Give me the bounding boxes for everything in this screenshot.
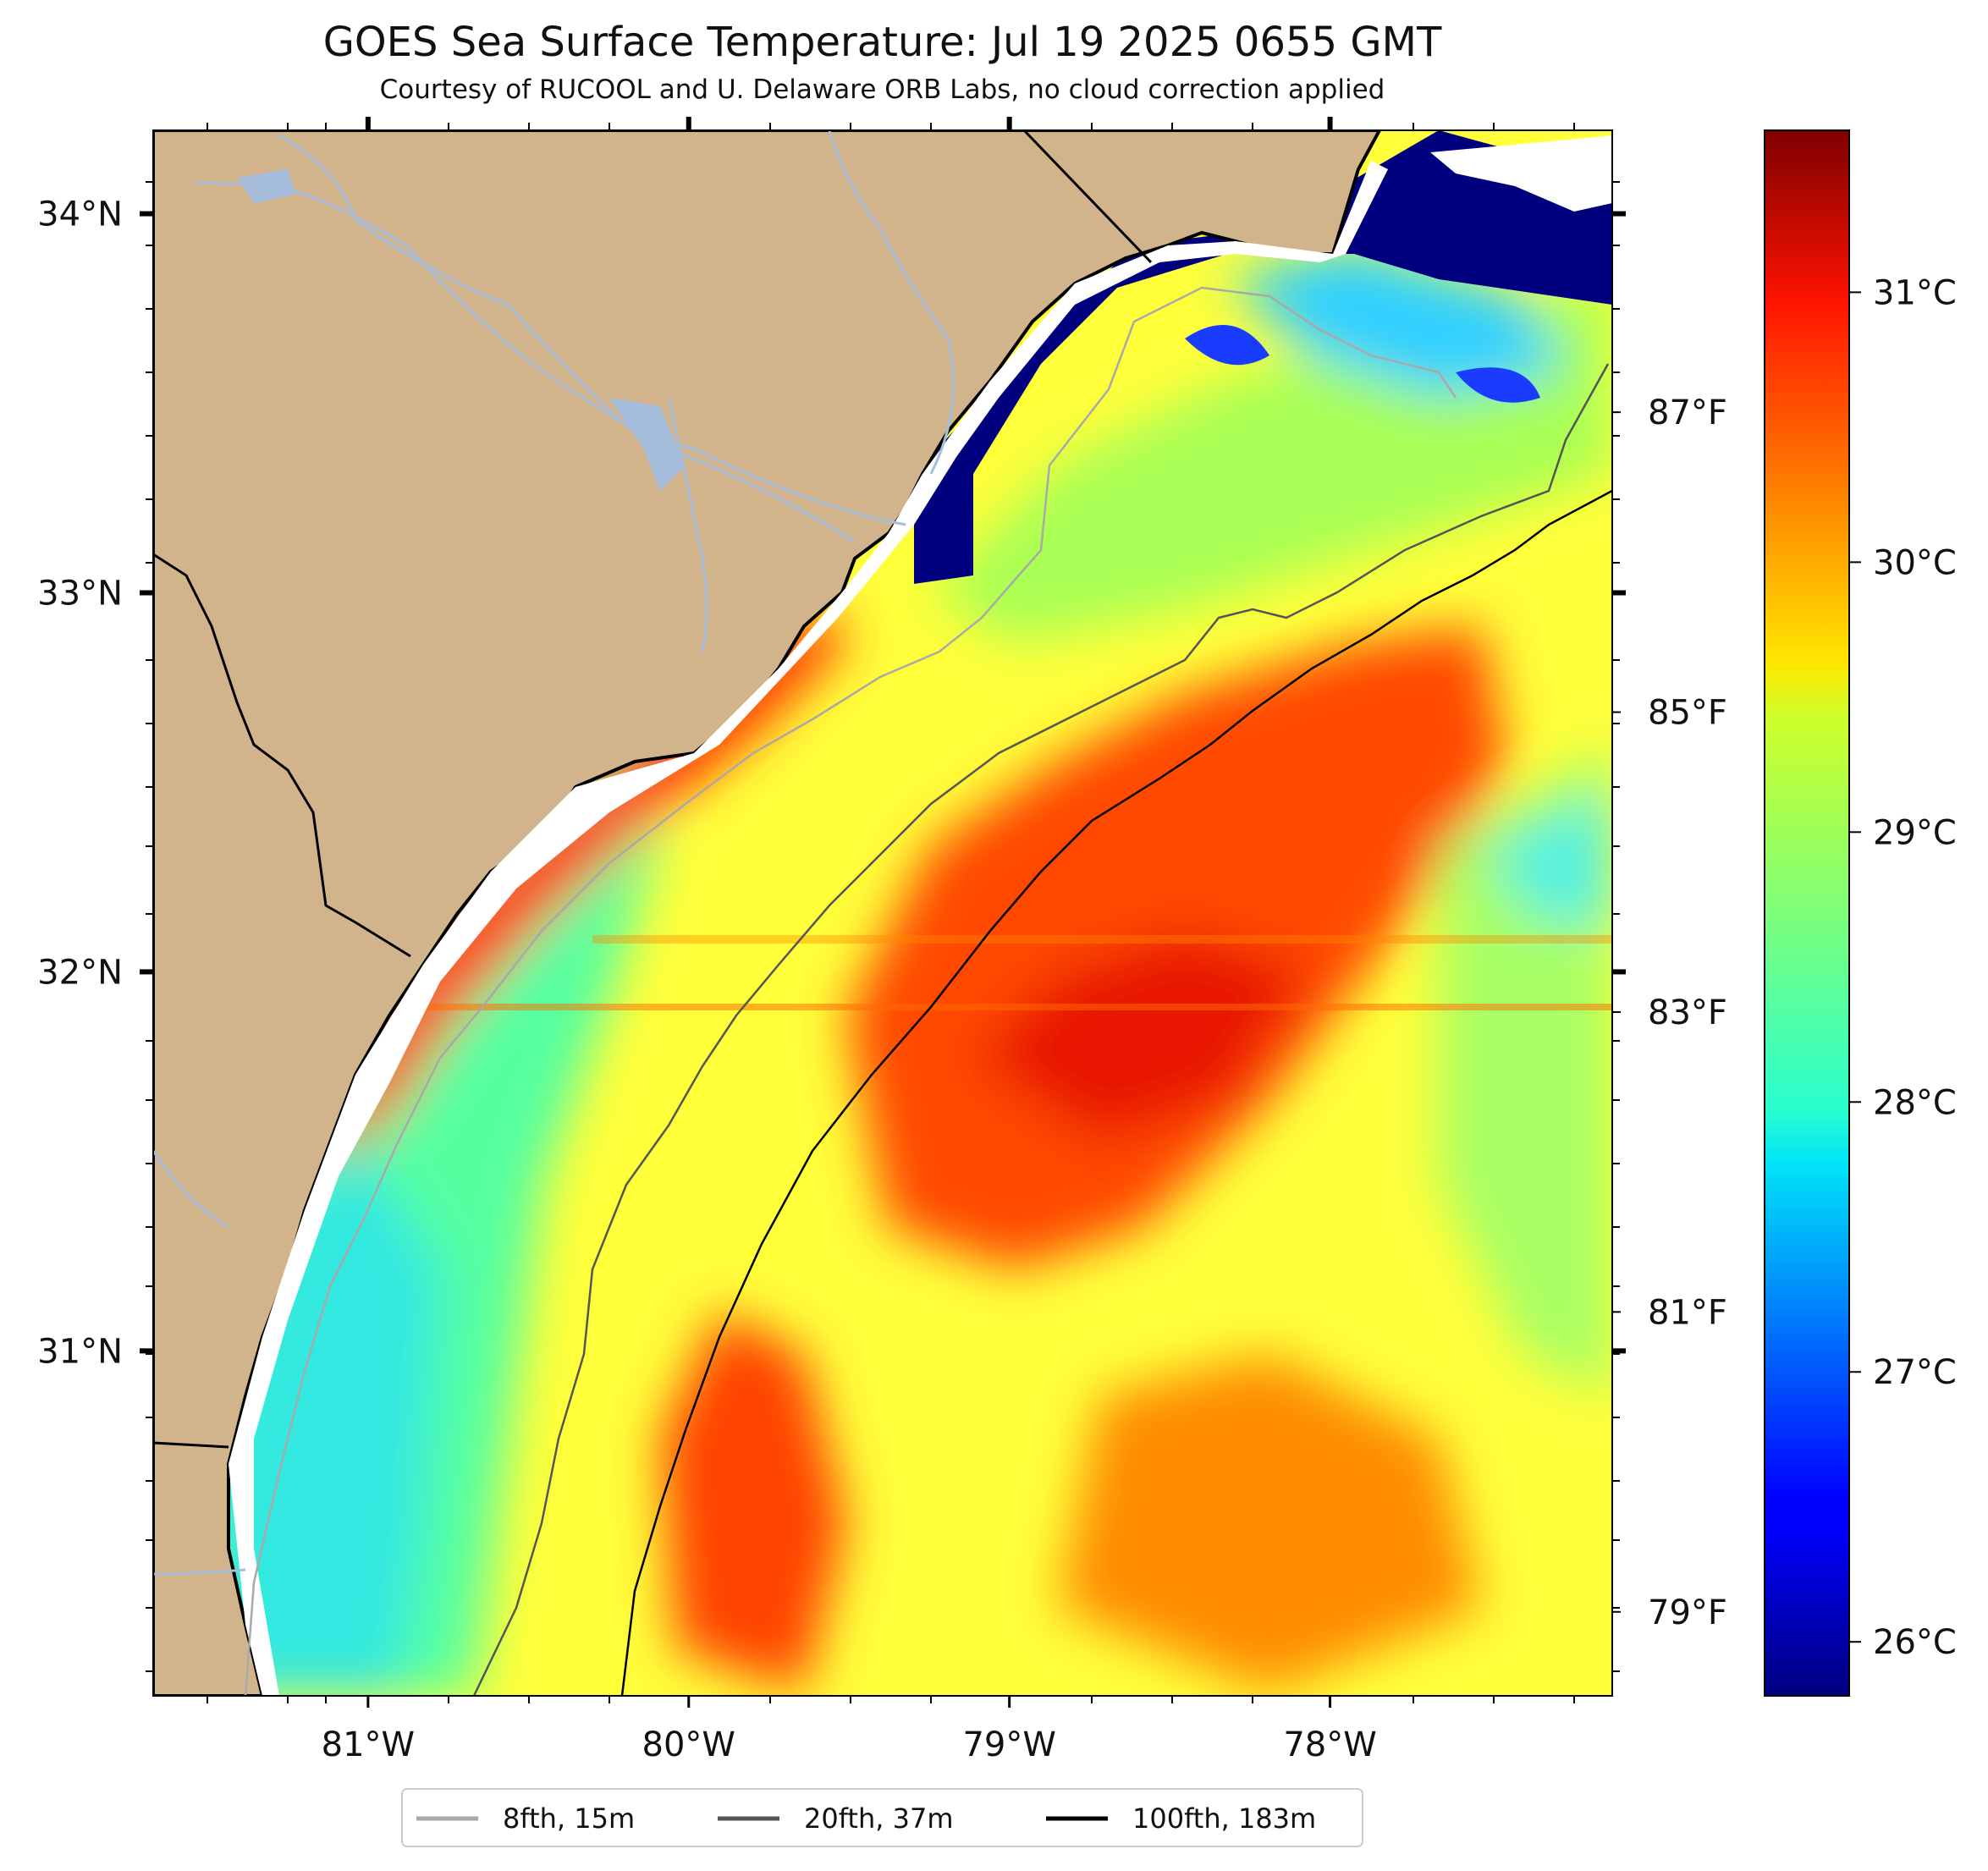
lake-marion xyxy=(609,398,686,491)
legend-label-37m: 20fth, 37m xyxy=(804,1802,953,1835)
legend-box xyxy=(401,1788,1363,1847)
fahrenheit-tick-label: 87°F xyxy=(1648,393,1727,432)
legend-label-183m: 100fth, 183m xyxy=(1132,1802,1316,1835)
fahrenheit-tick-label: 85°F xyxy=(1648,694,1727,733)
lat-tick-label: 31°N xyxy=(37,1332,123,1371)
celsius-tick-label: 31°C xyxy=(1873,273,1957,312)
no-data-coastal-strip xyxy=(229,161,1388,1696)
lat-tick-label: 33°N xyxy=(37,574,123,613)
celsius-tick-label: 30°C xyxy=(1873,543,1957,582)
rivers xyxy=(153,130,955,1576)
lon-tick-label: 80°W xyxy=(642,1725,735,1764)
map-panel xyxy=(153,130,1612,1696)
lake-icon xyxy=(237,169,296,203)
lon-tick-label: 78°W xyxy=(1283,1725,1376,1764)
fahrenheit-tick-label: 79°F xyxy=(1648,1593,1727,1632)
state-border-ga-fl xyxy=(153,1441,229,1449)
celsius-tick-label: 26°C xyxy=(1873,1623,1957,1662)
celsius-tick-label: 28°C xyxy=(1873,1083,1957,1122)
colorbar xyxy=(1764,129,1850,1697)
state-border-nc-sc xyxy=(1022,130,1153,264)
legend-label-15m: 8fth, 15m xyxy=(503,1802,635,1835)
latitude-tick-labels: 34°N 33°N 32°N 31°N xyxy=(37,195,123,1372)
state-border-sc-ga xyxy=(153,553,411,958)
map-subtitle: Courtesy of RUCOOL and U. Delaware ORB L… xyxy=(379,74,1385,105)
isobath-15m xyxy=(244,286,1457,1696)
lat-tick-label: 34°N xyxy=(37,195,123,234)
celsius-tick-label: 27°C xyxy=(1873,1353,1957,1392)
fahrenheit-tick-label: 83°F xyxy=(1648,993,1727,1032)
map-title: GOES Sea Surface Temperature: Jul 19 202… xyxy=(322,19,1442,66)
longitude-tick-labels: 81°W 80°W 79°W 78°W xyxy=(322,1725,1377,1764)
minor-ticks xyxy=(146,123,1620,1703)
celsius-tick-label: 29°C xyxy=(1873,813,1957,852)
fahrenheit-tick-label: 81°F xyxy=(1648,1293,1727,1332)
lon-tick-label: 79°W xyxy=(962,1725,1055,1764)
sst-field xyxy=(153,245,1612,1696)
cold-nearshore-band xyxy=(914,130,1612,584)
fahrenheit-tick-labels: 87°F 85°F 83°F 81°F 79°F xyxy=(1612,393,1727,1632)
colorbar-ticks: 31°C 30°C 29°C 28°C 27°C 26°C xyxy=(1849,273,1957,1662)
isobath-37m xyxy=(472,363,1610,1696)
major-ticks xyxy=(140,117,1626,1708)
isobath-legend: 8fth, 15m 20fth, 37m 100fth, 183m xyxy=(401,1788,1363,1847)
lon-tick-label: 81°W xyxy=(322,1725,415,1764)
isobath-183m xyxy=(620,489,1612,1696)
lat-tick-label: 32°N xyxy=(37,953,123,992)
